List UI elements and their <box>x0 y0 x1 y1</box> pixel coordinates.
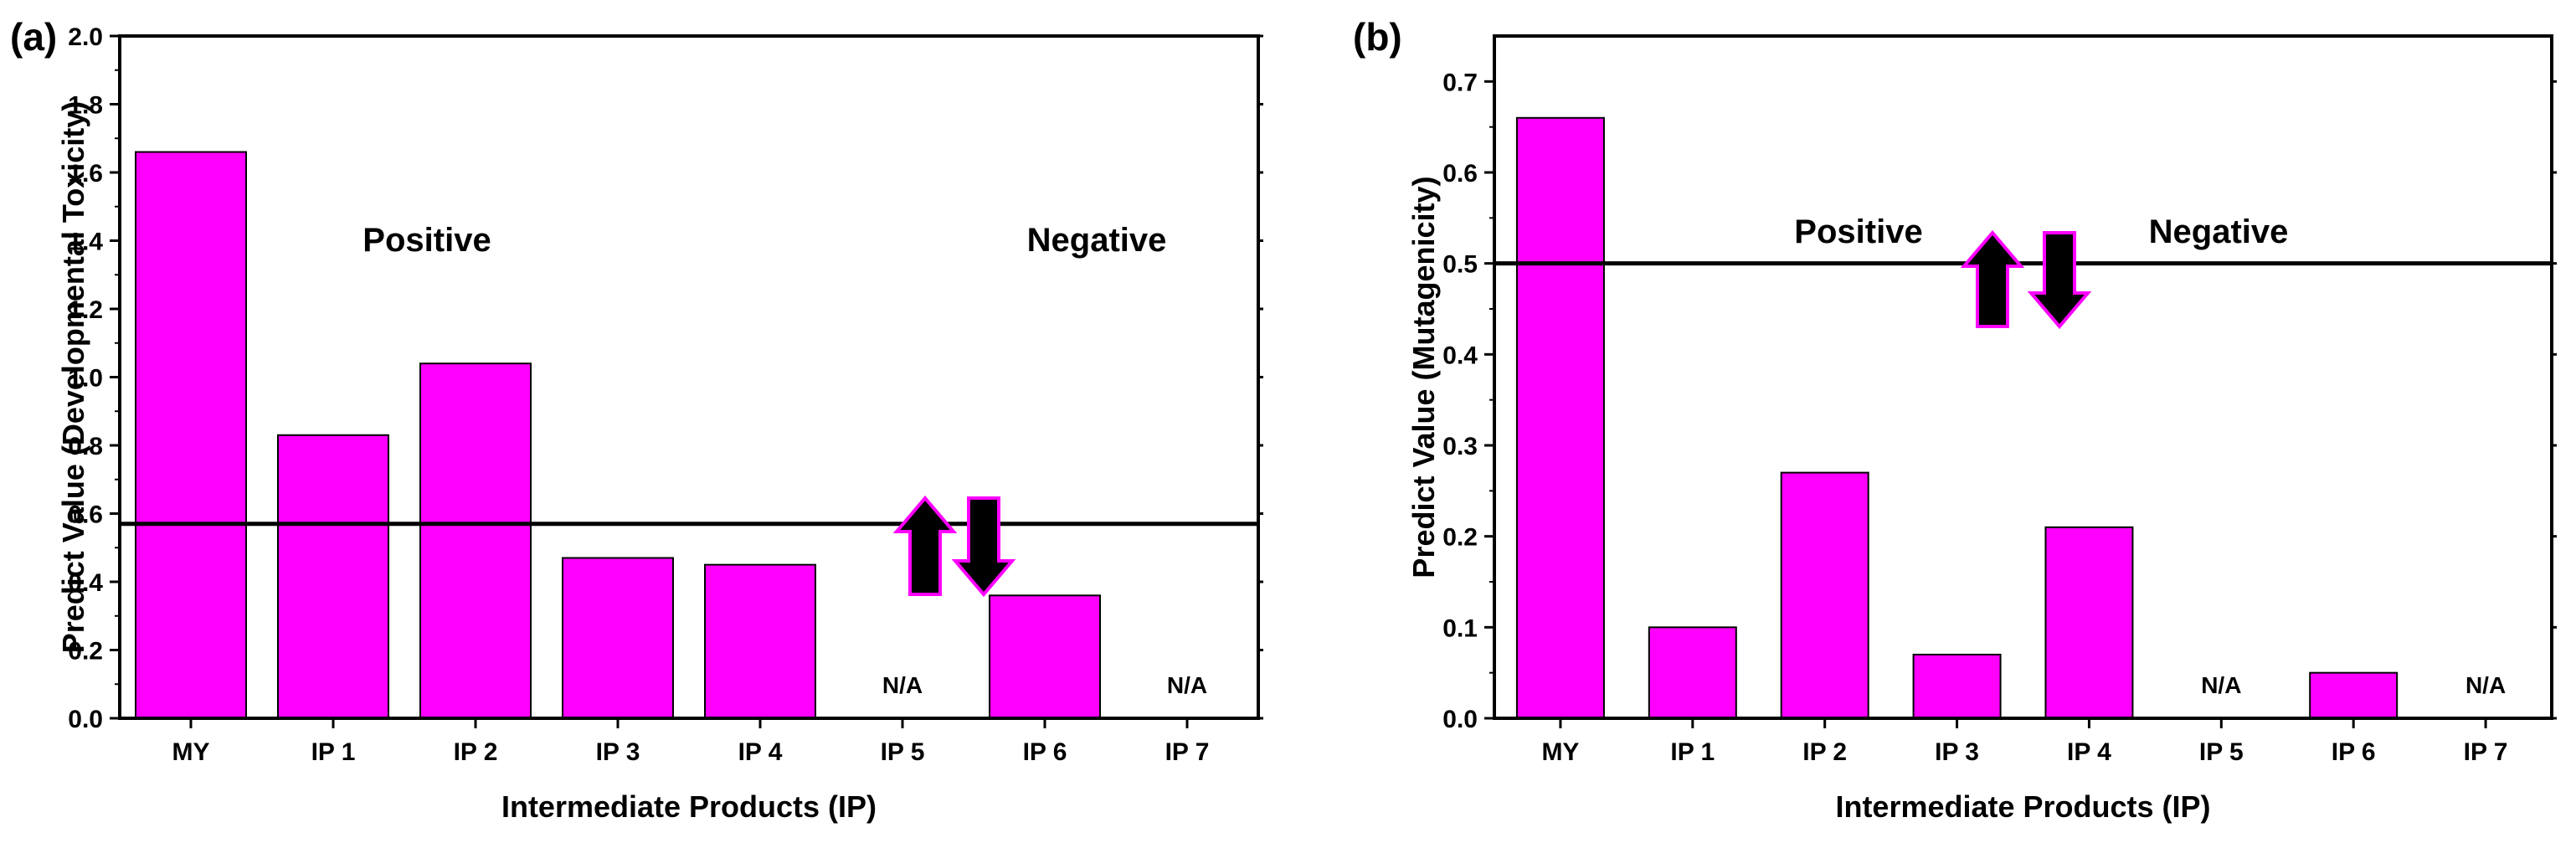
negative-label: Negative <box>2149 213 2289 250</box>
bar <box>1648 626 1737 719</box>
plot-frame <box>1493 34 2553 720</box>
chart-panel-a: (a) N/A N/A 0.0 0.2 0.4 0.6 0.8 1.0 1.2 1.4 1.6 1.8 2… <box>10 15 1263 824</box>
x-tick-label: IP 5 <box>2199 738 2244 766</box>
x-tick-label: MY <box>172 738 210 766</box>
bar <box>277 434 389 720</box>
x-tick-label: IP 6 <box>2332 738 2376 766</box>
y-tick-label: 1.4 <box>68 229 103 256</box>
x-tick-label: IP 2 <box>454 738 498 766</box>
y-tick-label: 0.6 <box>1442 160 1478 188</box>
x-tick-label: IP 7 <box>1165 738 1210 766</box>
x-tick-label: IP 4 <box>2067 738 2111 766</box>
x-tick-label: IP 2 <box>1802 738 1847 766</box>
x-tick-label: MY <box>1541 738 1579 766</box>
bar <box>1780 471 1869 719</box>
bar <box>2309 671 2399 720</box>
panel-label: (b) <box>1353 15 1402 59</box>
y-tick-label: 0.6 <box>68 501 103 529</box>
y-tick-label: 0.3 <box>1442 433 1478 460</box>
y-tick-label: 0.0 <box>68 706 103 733</box>
y-tick-label: 0.4 <box>68 569 103 597</box>
x-axis-title: Intermediate Products (IP) <box>501 789 877 824</box>
bar <box>562 557 674 719</box>
y-tick-label: 0.2 <box>68 638 103 666</box>
y-tick-label: 1.6 <box>68 160 103 188</box>
y-tick-label: 0.8 <box>68 433 103 460</box>
y-tick-label: 1.0 <box>68 365 103 393</box>
y-tick-label: 1.2 <box>68 296 103 324</box>
x-axis-title: Intermediate Products (IP) <box>1835 789 2210 824</box>
x-tick-label: IP 3 <box>1935 738 1979 766</box>
y-tick-label: 0.2 <box>1442 524 1478 552</box>
x-tick-label: IP 7 <box>2464 738 2508 766</box>
y-tick-label: 2.0 <box>68 23 103 51</box>
down-arrow-icon <box>951 496 1016 598</box>
up-arrow-icon <box>892 495 958 596</box>
na-label: N/A <box>1167 672 1207 698</box>
negative-label: Negative <box>1027 222 1167 259</box>
positive-label: Positive <box>1794 213 1922 250</box>
bar <box>1912 653 2002 720</box>
down-arrow-icon <box>2027 231 2092 330</box>
positive-label: Positive <box>362 222 491 259</box>
bar <box>1515 116 1605 720</box>
x-tick-label: IP 5 <box>881 738 925 766</box>
x-tick-label: IP 1 <box>311 738 356 766</box>
y-axis-title: Predict Value (Mutagenicity) <box>1406 176 1441 578</box>
x-tick-label: IP 6 <box>1023 738 1067 766</box>
y-tick-label: 1.8 <box>68 92 103 120</box>
bar <box>2044 526 2134 719</box>
na-label: N/A <box>882 672 923 698</box>
bar <box>989 594 1101 719</box>
chart-panel-b: (b) N/A N/A 0.0 0.1 0.2 0.3 0.4 0.5 0.6 0.7 MY IP 1 I… <box>1353 15 2557 824</box>
bar <box>419 362 532 719</box>
y-axis-title: Predict Value (Developmental Toxicity) <box>56 101 90 654</box>
y-tick-label: 0.0 <box>1442 706 1478 733</box>
bar <box>704 563 816 719</box>
x-tick-label: IP 1 <box>1670 738 1715 766</box>
bar <box>135 151 247 720</box>
na-label: N/A <box>2201 672 2241 698</box>
y-tick-label: 0.7 <box>1442 69 1478 96</box>
y-tick-label: 0.1 <box>1442 614 1478 642</box>
y-tick-label: 0.4 <box>1442 342 1478 369</box>
y-tick-label: 0.5 <box>1442 251 1478 279</box>
up-arrow-icon <box>1960 229 2025 328</box>
x-tick-label: IP 3 <box>596 738 640 766</box>
panel-label: (a) <box>10 15 57 59</box>
x-tick-label: IP 4 <box>738 738 783 766</box>
na-label: N/A <box>2465 672 2506 698</box>
